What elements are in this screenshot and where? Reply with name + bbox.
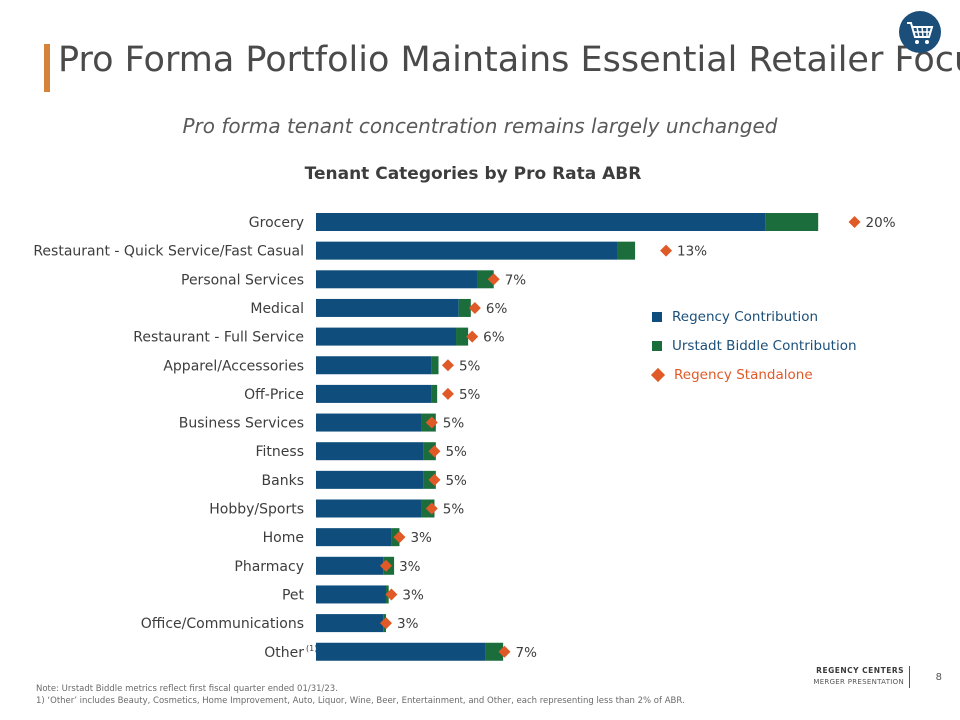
bar-regency: [316, 213, 766, 231]
value-label: 5%: [443, 416, 465, 432]
value-label: 5%: [459, 387, 481, 403]
page-subtitle: Pro forma tenant concentration remains l…: [182, 114, 778, 138]
bar-urstadt: [431, 384, 438, 403]
page-title: Pro Forma Portfolio Maintains Essential …: [58, 40, 960, 80]
brand-block: REGENCY CENTERS MERGER PRESENTATION: [813, 666, 904, 686]
bar-regency: [316, 614, 384, 633]
footnote-note: Note: Urstadt Biddle metrics reflect fir…: [36, 684, 338, 694]
legend-item-standalone: Regency Standalone: [650, 360, 857, 389]
value-label: 3%: [402, 587, 424, 603]
standalone-marker: [380, 617, 393, 630]
brand-subtitle: MERGER PRESENTATION: [813, 678, 904, 686]
bar-regency: [316, 470, 424, 489]
legend-swatch-regency: [652, 311, 662, 322]
bar-urstadt: [485, 642, 504, 661]
category-label: Pet: [282, 587, 305, 603]
legend: Regency Contribution Urstadt Biddle Cont…: [650, 302, 857, 389]
standalone-marker: [660, 244, 673, 257]
category-label: Medical: [250, 301, 304, 317]
standalone-marker: [487, 273, 500, 286]
value-label: 7%: [505, 272, 527, 288]
standalone-marker: [393, 531, 406, 544]
category-label: Personal Services: [181, 272, 304, 288]
bar-urstadt: [456, 327, 469, 346]
brand-divider: [909, 666, 910, 688]
standalone-marker: [498, 645, 511, 658]
value-label: 3%: [410, 530, 432, 546]
standalone-marker: [468, 301, 481, 314]
value-label: 13%: [677, 244, 707, 260]
standalone-marker: [428, 445, 441, 458]
bar-regency: [316, 270, 478, 289]
bar-regency: [316, 327, 457, 346]
bar-regency: [316, 241, 618, 260]
bar-regency: [316, 442, 424, 461]
value-label: 6%: [486, 301, 508, 317]
bar-regency: [316, 356, 432, 375]
value-label: 6%: [483, 330, 505, 346]
value-label: 7%: [515, 645, 537, 661]
category-label: Fitness: [256, 444, 305, 460]
bar-urstadt: [458, 298, 471, 317]
standalone-marker: [441, 359, 454, 372]
shopping-cart-icon: [899, 11, 941, 53]
standalone-marker: [425, 416, 438, 429]
bar-regency: [316, 585, 387, 604]
legend-item-regency: Regency Contribution: [652, 302, 857, 331]
category-label: Banks: [262, 473, 304, 489]
category-label: Pharmacy: [234, 559, 304, 575]
value-label: 3%: [397, 616, 419, 632]
category-label: Restaurant - Quick Service/Fast Casual: [33, 244, 304, 260]
value-label: 5%: [445, 444, 467, 460]
legend-swatch-urstadt: [652, 340, 662, 351]
bar-urstadt: [765, 213, 819, 231]
chart-title: Tenant Categories by Pro Rata ABR: [304, 164, 642, 184]
value-label: 3%: [399, 559, 421, 575]
title-accent-bar: [44, 44, 50, 92]
bar-regency: [316, 298, 459, 317]
value-label: 5%: [445, 473, 467, 489]
bar-regency: [316, 528, 392, 547]
bar-urstadt: [617, 241, 636, 260]
value-label: 20%: [866, 215, 896, 231]
legend-label-standalone: Regency Standalone: [674, 366, 813, 383]
bar-urstadt: [477, 270, 494, 289]
category-label: Hobby/Sports: [209, 502, 304, 518]
bar-urstadt: [431, 356, 439, 375]
standalone-marker: [425, 502, 438, 515]
bar-regency: [316, 556, 384, 575]
value-label: 5%: [443, 502, 465, 518]
category-label: Other: [264, 645, 304, 661]
bar-regency: [316, 413, 422, 432]
footnote-other: 1) ‘Other’ includes Beauty, Cosmetics, H…: [36, 696, 685, 706]
category-label: Home: [263, 530, 304, 546]
category-label: Apparel/Accessories: [163, 358, 304, 374]
standalone-marker: [380, 559, 393, 572]
category-label: Restaurant - Full Service: [133, 330, 304, 346]
legend-item-urstadt: Urstadt Biddle Contribution: [652, 331, 857, 360]
standalone-marker: [385, 588, 398, 601]
bar-regency: [316, 642, 486, 661]
standalone-marker: [441, 387, 454, 400]
standalone-marker: [466, 330, 479, 343]
legend-diamond-icon: [650, 367, 666, 382]
value-label: 5%: [459, 358, 481, 374]
legend-label-urstadt: Urstadt Biddle Contribution: [672, 337, 857, 354]
bar-regency: [316, 384, 432, 403]
category-label: Business Services: [179, 416, 304, 432]
brand-name: REGENCY CENTERS: [816, 666, 904, 675]
page-number: 8: [935, 672, 942, 683]
standalone-marker: [428, 473, 441, 486]
footnote-marker: (1): [306, 644, 317, 653]
bar-regency: [316, 499, 422, 518]
category-label: Office/Communications: [141, 616, 304, 632]
legend-label-regency: Regency Contribution: [672, 308, 819, 325]
category-label: Grocery: [249, 215, 304, 231]
category-label: Off-Price: [244, 387, 304, 403]
standalone-marker: [848, 216, 861, 228]
